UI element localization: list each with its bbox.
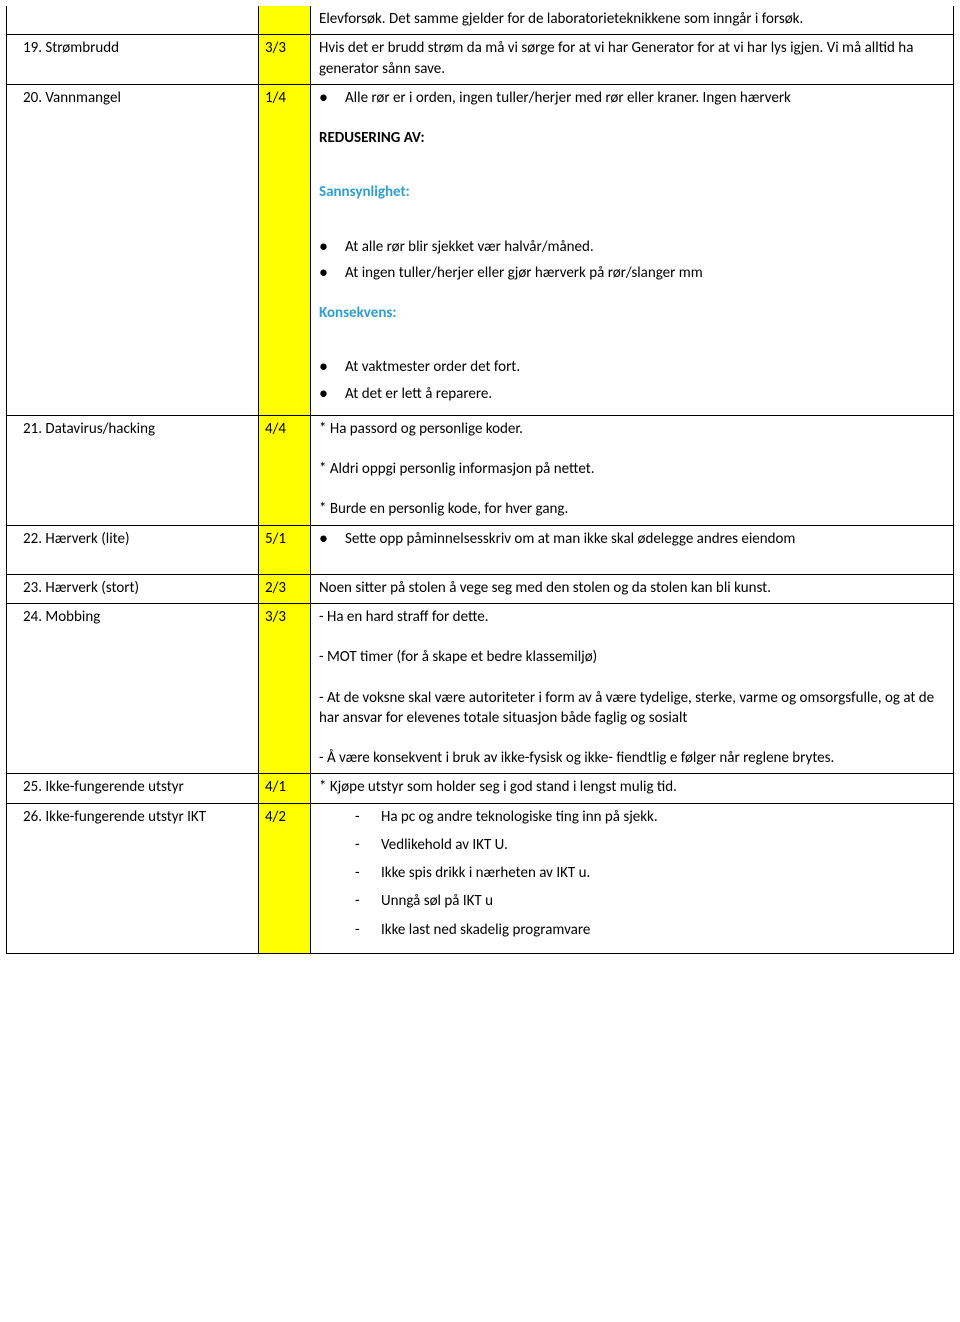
desc-text: Elevforsøk. Det samme gjelder for de lab… — [319, 9, 945, 29]
desc-text: Hvis det er brudd strøm da må vi sørge f… — [319, 38, 945, 79]
desc-text: - At de voksne skal være autoriteter i f… — [319, 688, 945, 729]
dash-item: Ikke last ned skadelig programvare — [319, 920, 945, 940]
cell-label: 26. Ikke-fungerende utstyr IKT — [7, 803, 259, 953]
cell-label: 19. Strømbrudd — [7, 35, 259, 85]
cell-score: 1/4 — [259, 84, 311, 415]
table-row: 19. Strømbrudd 3/3 Hvis det er brudd str… — [7, 35, 954, 85]
dash-item: Ha pc og andre teknologiske ting inn på … — [319, 807, 945, 827]
dash-item: Unngå søl på IKT u — [319, 891, 945, 911]
cell-score: 3/3 — [259, 35, 311, 85]
bullet-item: At alle rør blir sjekket vær halvår/måne… — [319, 237, 945, 257]
desc-text: Noen sitter på stolen å vege seg med den… — [319, 578, 945, 598]
desc-text: * Aldri oppgi personlig informasjon på n… — [319, 459, 945, 479]
dash-list: Ha pc og andre teknologiske ting inn på … — [319, 807, 945, 940]
cell-score: 4/1 — [259, 774, 311, 803]
cell-desc: Ha pc og andre teknologiske ting inn på … — [311, 803, 954, 953]
bullet-list: At vaktmester order det fort. At det er … — [319, 357, 945, 404]
bullet-list: Alle rør er i orden, ingen tuller/herjer… — [319, 88, 945, 108]
cell-score: 4/4 — [259, 415, 311, 525]
cell-score: 3/3 — [259, 604, 311, 774]
cell-desc: * Ha passord og personlige koder. * Aldr… — [311, 415, 954, 525]
section-subheading: Konsekvens: — [319, 303, 945, 323]
cell-label: 22. Hærverk (lite) — [7, 525, 259, 574]
cell-score: 5/1 — [259, 525, 311, 574]
bullet-item: At det er lett å reparere. — [319, 384, 945, 404]
cell-score — [259, 6, 311, 35]
cell-desc: Noen sitter på stolen å vege seg med den… — [311, 574, 954, 603]
cell-label — [7, 6, 259, 35]
bullet-list: Sette opp påminnelsesskriv om at man ikk… — [319, 529, 945, 549]
bullet-item: Sette opp påminnelsesskriv om at man ikk… — [319, 529, 945, 549]
desc-text: * Burde en personlig kode, for hver gang… — [319, 499, 945, 519]
cell-desc: Hvis det er brudd strøm da må vi sørge f… — [311, 35, 954, 85]
cell-score: 4/2 — [259, 803, 311, 953]
cell-label: 21. Datavirus/hacking — [7, 415, 259, 525]
cell-score: 2/3 — [259, 574, 311, 603]
cell-desc: - Ha en hard straff for dette. - MOT tim… — [311, 604, 954, 774]
desc-text: - Ha en hard straff for dette. — [319, 607, 945, 627]
table-row: 22. Hærverk (lite) 5/1 Sette opp påminne… — [7, 525, 954, 574]
cell-label: 24. Mobbing — [7, 604, 259, 774]
cell-desc: Elevforsøk. Det samme gjelder for de lab… — [311, 6, 954, 35]
bullet-item: Alle rør er i orden, ingen tuller/herjer… — [319, 88, 945, 108]
risk-table: Elevforsøk. Det samme gjelder for de lab… — [6, 6, 954, 954]
table-row: 23. Hærverk (stort) 2/3 Noen sitter på s… — [7, 574, 954, 603]
table-row: 24. Mobbing 3/3 - Ha en hard straff for … — [7, 604, 954, 774]
cell-label: 20. Vannmangel — [7, 84, 259, 415]
bullet-item: At ingen tuller/herjer eller gjør hærver… — [319, 263, 945, 283]
cell-desc: * Kjøpe utstyr som holder seg i god stan… — [311, 774, 954, 803]
bullet-list: At alle rør blir sjekket vær halvår/måne… — [319, 237, 945, 284]
desc-text: - Å være konsekvent i bruk av ikke-fysis… — [319, 748, 945, 768]
dash-item: Vedlikehold av IKT U. — [319, 835, 945, 855]
cell-label: 25. Ikke-fungerende utstyr — [7, 774, 259, 803]
table-row: 26. Ikke-fungerende utstyr IKT 4/2 Ha pc… — [7, 803, 954, 953]
desc-text: * Kjøpe utstyr som holder seg i god stan… — [319, 777, 945, 797]
table-row: Elevforsøk. Det samme gjelder for de lab… — [7, 6, 954, 35]
section-heading: REDUSERING AV: — [319, 128, 945, 148]
table-row: 25. Ikke-fungerende utstyr 4/1 * Kjøpe u… — [7, 774, 954, 803]
table-row: 21. Datavirus/hacking 4/4 * Ha passord o… — [7, 415, 954, 525]
cell-desc: Sette opp påminnelsesskriv om at man ikk… — [311, 525, 954, 574]
desc-text: - MOT timer (for å skape et bedre klasse… — [319, 647, 945, 667]
table-row: 20. Vannmangel 1/4 Alle rør er i orden, … — [7, 84, 954, 415]
cell-desc: Alle rør er i orden, ingen tuller/herjer… — [311, 84, 954, 415]
desc-text: * Ha passord og personlige koder. — [319, 419, 945, 439]
section-subheading: Sannsynlighet: — [319, 182, 945, 202]
bullet-item: At vaktmester order det fort. — [319, 357, 945, 377]
dash-item: Ikke spis drikk i nærheten av IKT u. — [319, 863, 945, 883]
cell-label: 23. Hærverk (stort) — [7, 574, 259, 603]
